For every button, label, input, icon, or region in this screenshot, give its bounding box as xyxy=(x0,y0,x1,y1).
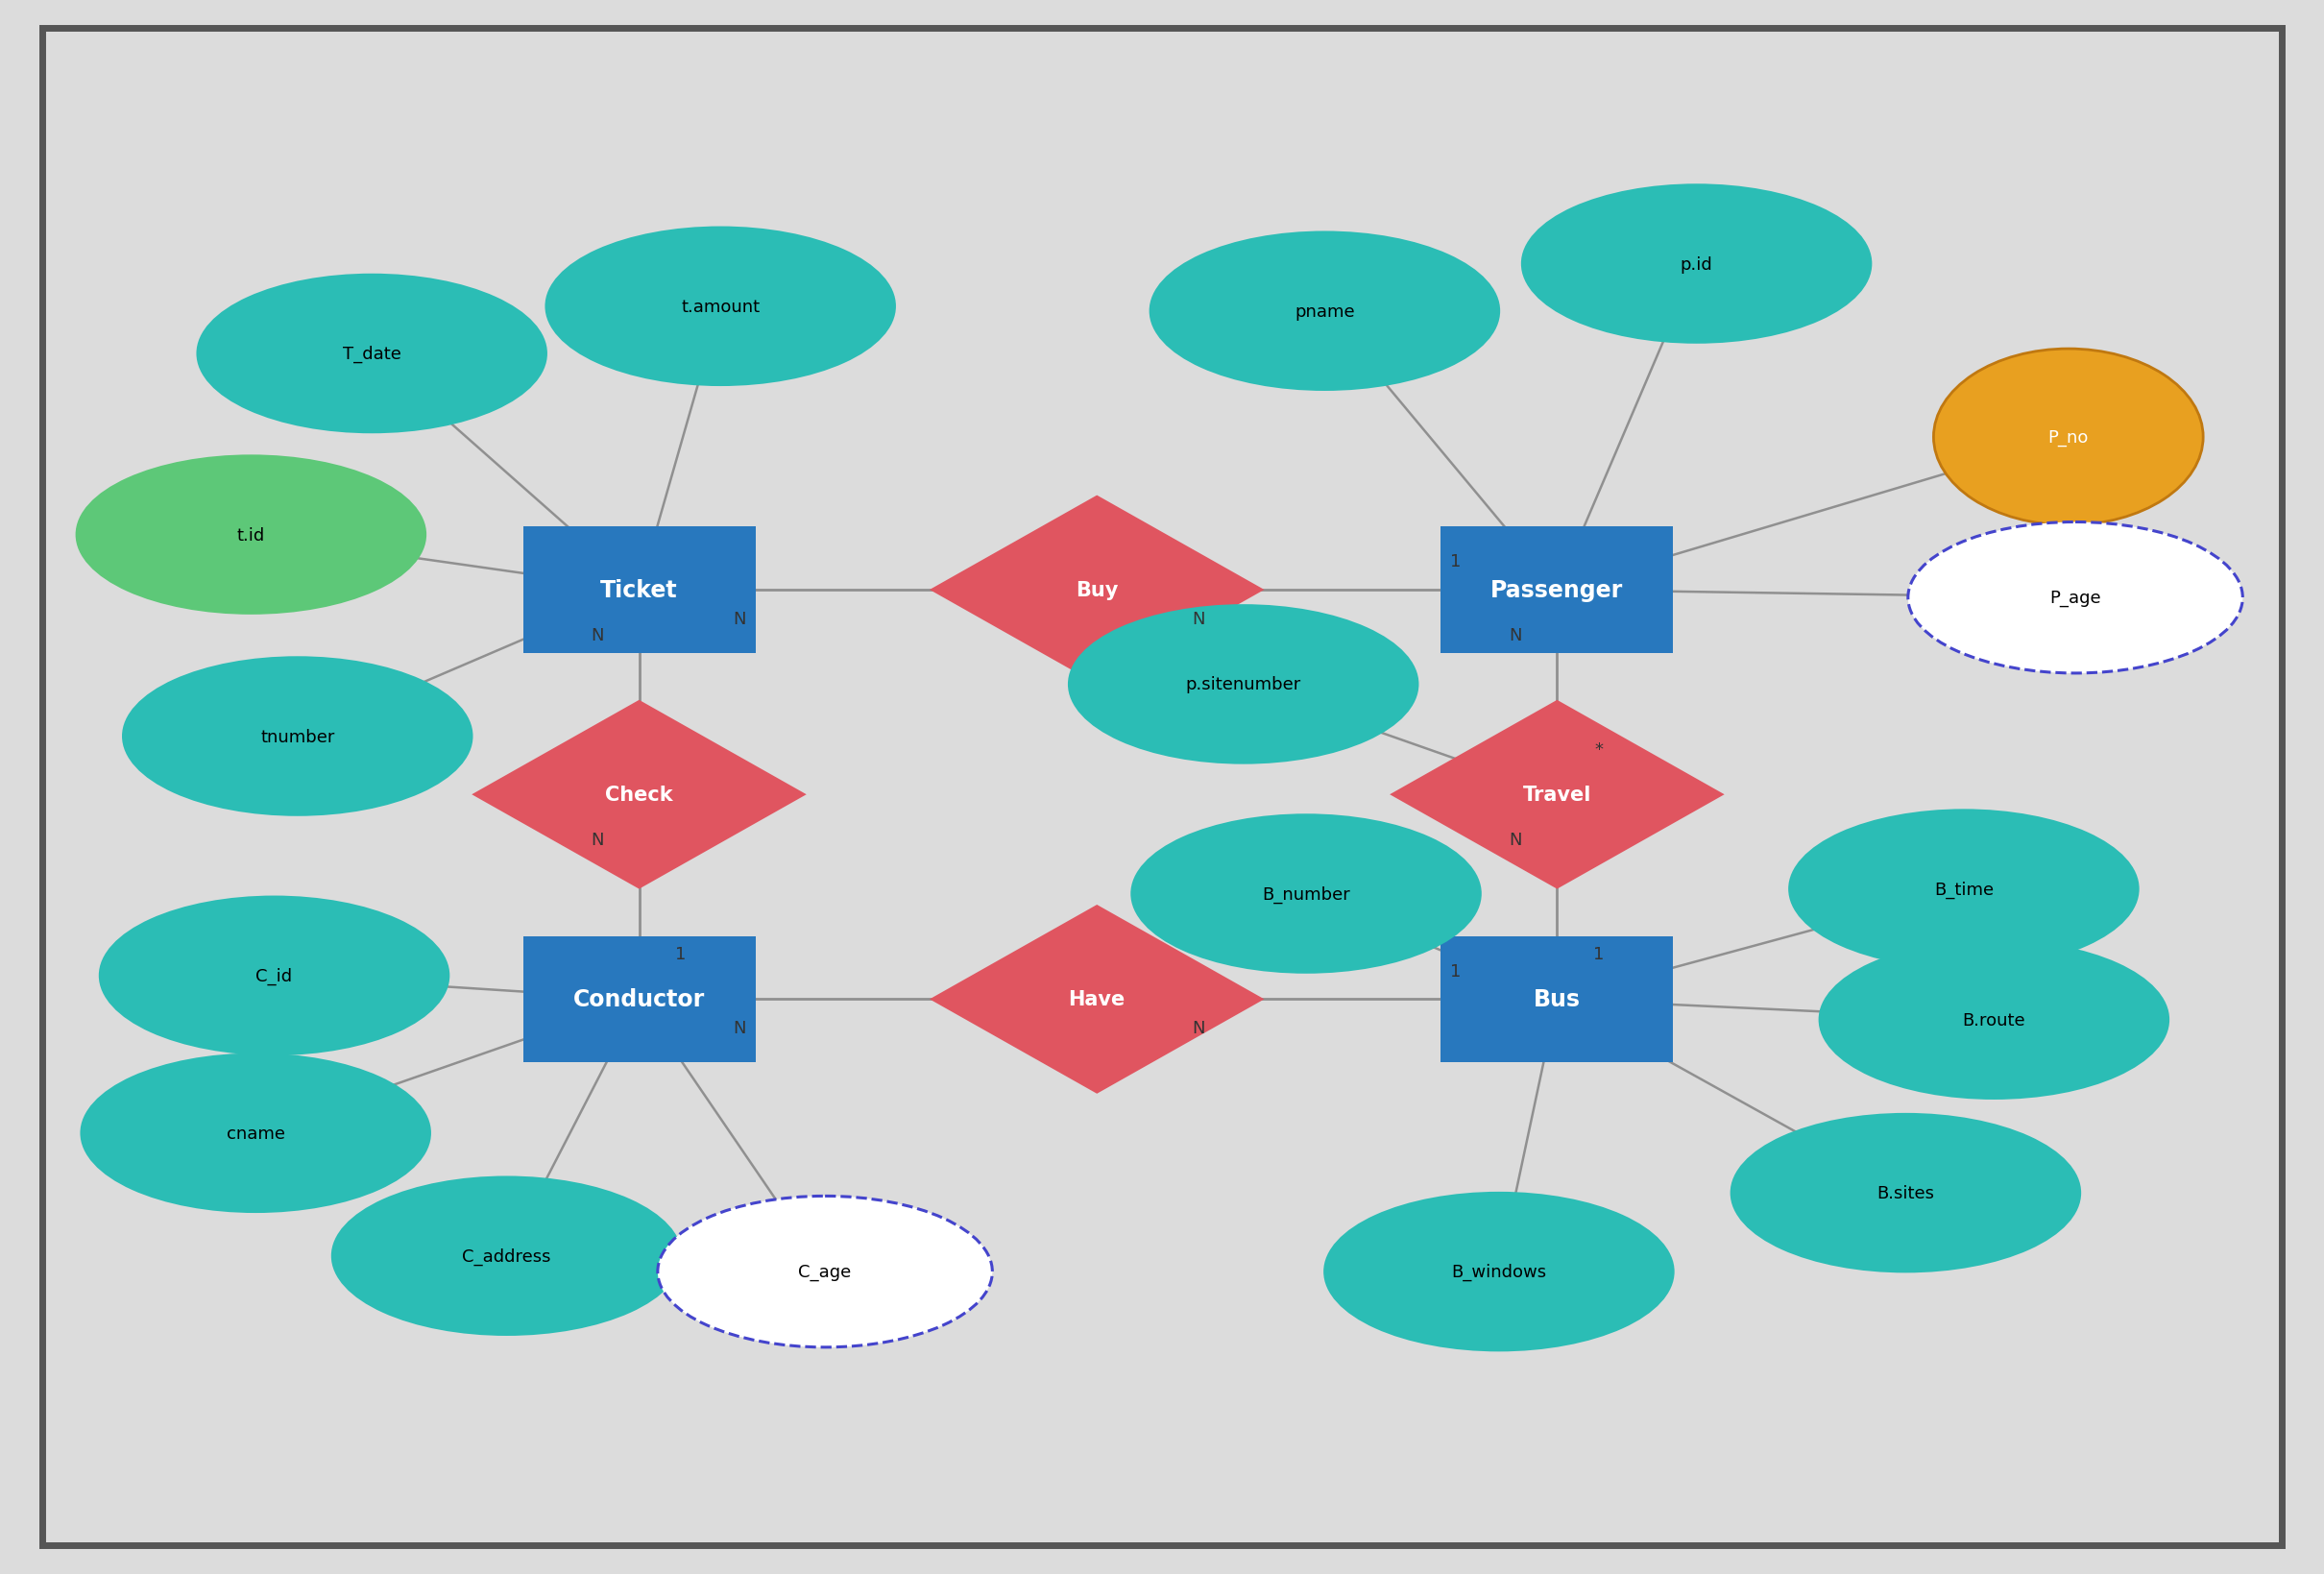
Text: B.route: B.route xyxy=(1961,1012,2027,1028)
Text: C_address: C_address xyxy=(462,1247,551,1265)
Ellipse shape xyxy=(1069,606,1418,763)
Text: T_date: T_date xyxy=(342,345,402,364)
Ellipse shape xyxy=(77,456,425,614)
Text: P_no: P_no xyxy=(2047,430,2089,445)
Text: N: N xyxy=(734,611,746,626)
Text: N: N xyxy=(734,1020,746,1036)
Text: Bus: Bus xyxy=(1534,988,1580,1011)
Ellipse shape xyxy=(1908,523,2243,674)
Text: B_time: B_time xyxy=(1934,880,1994,899)
Text: Travel: Travel xyxy=(1522,785,1592,804)
Text: 1: 1 xyxy=(1450,554,1462,570)
Polygon shape xyxy=(930,905,1264,1094)
Text: t.amount: t.amount xyxy=(681,299,760,315)
Text: 1: 1 xyxy=(1450,963,1462,979)
Ellipse shape xyxy=(546,228,895,386)
Text: *: * xyxy=(1594,741,1604,759)
Text: Ticket: Ticket xyxy=(600,579,679,601)
Text: Check: Check xyxy=(604,785,674,804)
Text: B_number: B_number xyxy=(1262,885,1350,903)
Text: N: N xyxy=(590,831,604,848)
Ellipse shape xyxy=(1325,1193,1673,1350)
Ellipse shape xyxy=(658,1196,992,1347)
FancyBboxPatch shape xyxy=(523,937,755,1062)
Text: N: N xyxy=(1508,626,1522,644)
Text: 1: 1 xyxy=(1594,946,1604,963)
Ellipse shape xyxy=(1150,233,1499,390)
Text: Conductor: Conductor xyxy=(574,988,704,1011)
Text: tnumber: tnumber xyxy=(260,729,335,745)
Text: N: N xyxy=(590,626,604,644)
Text: Have: Have xyxy=(1069,990,1125,1009)
Text: N: N xyxy=(1192,1020,1204,1036)
Text: Buy: Buy xyxy=(1076,581,1118,600)
Text: 1: 1 xyxy=(676,946,686,963)
FancyBboxPatch shape xyxy=(1441,937,1673,1062)
Ellipse shape xyxy=(1132,815,1480,973)
Text: cname: cname xyxy=(225,1125,286,1141)
Ellipse shape xyxy=(1731,1114,2080,1272)
Text: N: N xyxy=(1192,611,1204,626)
Ellipse shape xyxy=(81,1055,430,1212)
Ellipse shape xyxy=(1934,349,2203,526)
Text: B_windows: B_windows xyxy=(1452,1262,1545,1281)
FancyBboxPatch shape xyxy=(523,527,755,653)
Text: p.id: p.id xyxy=(1680,257,1713,272)
Text: P_age: P_age xyxy=(2050,590,2101,606)
Ellipse shape xyxy=(1522,186,1871,343)
Polygon shape xyxy=(930,496,1264,685)
Ellipse shape xyxy=(1789,811,2138,968)
Ellipse shape xyxy=(1820,941,2168,1099)
Text: t.id: t.id xyxy=(237,527,265,543)
FancyBboxPatch shape xyxy=(1441,527,1673,653)
Ellipse shape xyxy=(123,658,472,815)
Text: pname: pname xyxy=(1294,304,1355,320)
Text: B.sites: B.sites xyxy=(1878,1185,1934,1201)
Polygon shape xyxy=(472,700,806,889)
Ellipse shape xyxy=(198,275,546,433)
Text: N: N xyxy=(1508,831,1522,848)
Ellipse shape xyxy=(332,1177,681,1335)
Text: Passenger: Passenger xyxy=(1490,579,1624,601)
Text: C_age: C_age xyxy=(799,1264,851,1280)
Polygon shape xyxy=(1390,700,1724,889)
Text: p.sitenumber: p.sitenumber xyxy=(1185,677,1301,693)
Text: C_id: C_id xyxy=(256,966,293,985)
Ellipse shape xyxy=(100,897,449,1055)
